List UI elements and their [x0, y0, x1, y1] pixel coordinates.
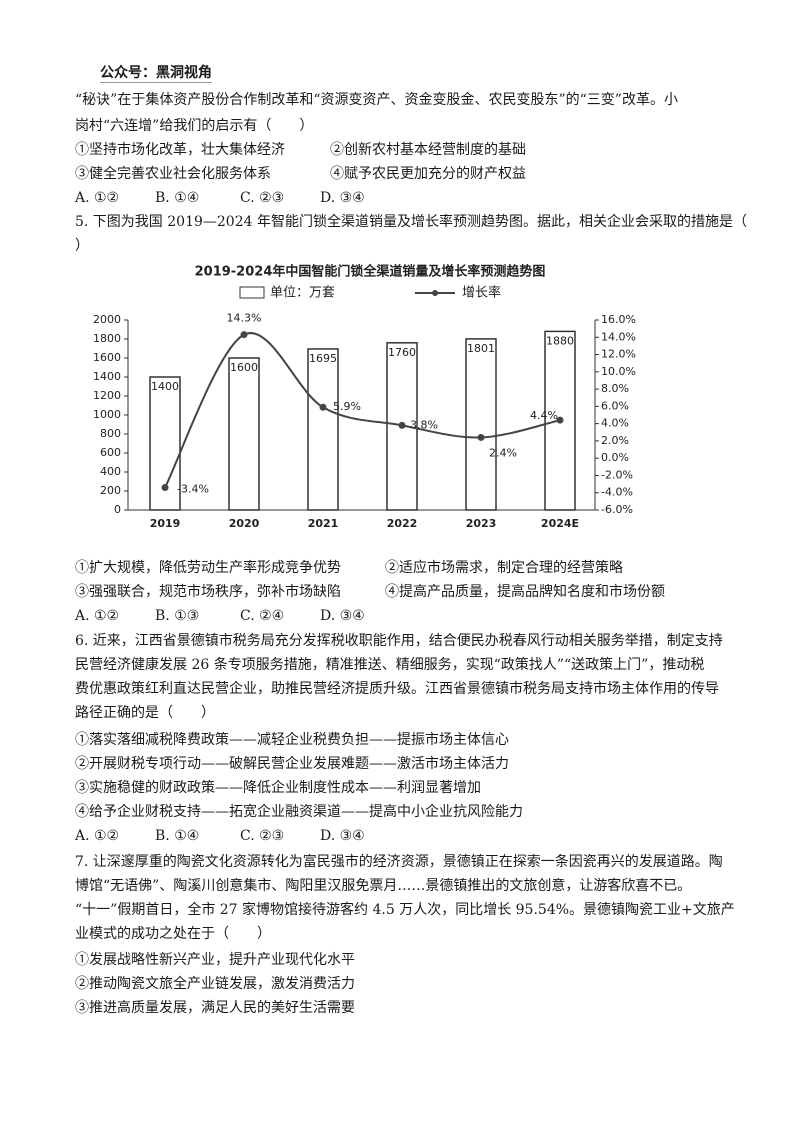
question-stem: 7. 让深邃厚重的陶瓷文化资源转化为富民强市的经济资源，景德镇正在探索一条因瓷再…	[75, 854, 723, 870]
bar	[307, 348, 339, 511]
line-label: 2.4%	[489, 446, 517, 459]
option: ①坚持市场化改革，壮大集体经济	[75, 142, 285, 158]
chart-title: 2019-2024年中国智能门锁全渠道销量及增长率预测趋势图	[195, 264, 546, 280]
y2-tick-label: -4.0%	[601, 486, 633, 499]
line	[164, 332, 561, 489]
option: ④赋予农民更加充分的财产权益	[330, 166, 526, 182]
line-label: 14.3%	[227, 312, 262, 325]
y-tick-label: 1000	[93, 408, 121, 421]
x-tick-label: 2019	[150, 517, 181, 530]
question-stem: ）	[75, 238, 89, 254]
option: ②适应市场需求，制定合理的经营策略	[385, 560, 623, 576]
option: ①扩大规模，降低劳动生产率形成竞争优势	[75, 560, 341, 576]
line-label: 4.4%	[530, 409, 558, 422]
y2-tick-label: 10.0%	[601, 365, 636, 378]
answer-choice: C. ②③	[240, 828, 285, 844]
legend-label: 增长率	[462, 285, 501, 301]
y2-tick-label: 16.0%	[601, 313, 636, 326]
option: ②开展财税专项行动——破解民营企业发展难题——激活市场主体活力	[75, 756, 509, 772]
bar	[228, 357, 260, 511]
answer-choice: D. ③④	[320, 190, 365, 206]
line-point	[240, 331, 248, 339]
answer-choice: D. ③④	[320, 608, 365, 624]
bar-label: 1880	[546, 334, 574, 347]
question-stem: 路径正确的是（ ）	[75, 705, 215, 721]
bar-label: 1400	[151, 380, 179, 393]
answer-choice: A. ①②	[75, 190, 120, 206]
y2-tick-label: 0.0%	[601, 451, 629, 464]
legend-label: 单位：万套	[270, 285, 335, 301]
x-tick-label: 2021	[308, 517, 339, 530]
y-tick-label: 1200	[93, 389, 121, 402]
option: ①落实落细减税降费政策——减轻企业税费负担——提振市场主体信心	[75, 732, 509, 748]
question-stem: “秘诀”在于集体资产股份合作制改革和“资源变资产、资金变股金、农民变股东”的“三…	[75, 92, 678, 108]
answer-choice: A. ①②	[75, 828, 120, 844]
line-label: 5.9%	[333, 400, 361, 413]
y-tick-label: 1800	[93, 332, 121, 345]
question-stem: “十一”假期首日，全市 27 家博物馆接待游客约 4.5 万人次，同比增长 95…	[75, 902, 735, 918]
question-stem: 岗村“六连增”给我们的启示有（ ）	[75, 118, 314, 134]
option: ③推进高质量发展，满足人民的美好生活需要	[75, 1000, 355, 1016]
answer-choice: B. ①④	[155, 828, 200, 844]
y-tick-label: 0	[114, 503, 121, 516]
x-tick-label: 2022	[387, 517, 418, 530]
y2-tick-label: 6.0%	[601, 399, 629, 412]
question-stem: 业模式的成功之处在于（ ）	[75, 926, 271, 942]
line-point	[161, 484, 169, 492]
answer-choice: D. ③④	[320, 828, 365, 844]
bar-label: 1695	[309, 352, 337, 365]
y2-tick-label: -6.0%	[601, 503, 633, 516]
y-tick-label: 1600	[93, 351, 121, 364]
y2-tick-label: 4.0%	[601, 417, 629, 430]
x-tick-label: 2024E	[541, 517, 579, 530]
option: ②推动陶瓷文旅全产业链发展，激发消费活力	[75, 976, 355, 992]
answer-choice: C. ②④	[240, 608, 285, 624]
x-tick-label: 2020	[229, 517, 260, 530]
legend-swatch	[239, 286, 265, 299]
bar-label: 1600	[230, 361, 258, 374]
y2-tick-label: -2.0%	[601, 468, 633, 481]
question-stem: 民营经济健康发展 26 条专项服务措施，精准推送、精细服务，实现“政策找人”“送…	[75, 657, 705, 673]
bar	[465, 338, 497, 511]
y2-tick-label: 2.0%	[601, 434, 629, 447]
option: ④提高产品质量，提高品牌知名度和市场份额	[385, 584, 665, 600]
option: ③健全完善农业社会化服务体系	[75, 166, 271, 182]
answer-choice: A. ①②	[75, 608, 120, 624]
y-tick-label: 2000	[93, 313, 121, 326]
line-point	[556, 416, 564, 424]
line-label: -3.4%	[177, 483, 209, 496]
line-label: 3.8%	[410, 418, 438, 431]
header-label: 公众号：黑洞视角	[100, 62, 212, 83]
option: ②创新农村基本经营制度的基础	[330, 142, 526, 158]
y-tick-label: 200	[100, 484, 121, 497]
y2-tick-label: 14.0%	[601, 330, 636, 343]
answer-choice: C. ②③	[240, 190, 285, 206]
option: ①发展战略性新兴产业，提升产业现代化水平	[75, 952, 355, 968]
y-tick-label: 800	[100, 427, 121, 440]
chart: 2019-2024年中国智能门锁全渠道销量及增长率预测趋势图 0 200 400 60…	[93, 264, 636, 531]
y2-tick-label: 12.0%	[601, 348, 636, 361]
option: ③实施稳健的财政政策——降低企业制度性成本——利润显著增加	[75, 780, 481, 796]
question-stem: 5. 下图为我国 2019—2024 年智能门锁全渠道销量及增长率预测趋势图。据…	[75, 214, 747, 230]
option: ④给予企业财税支持——拓宽企业融资渠道——提高中小企业抗风险能力	[75, 804, 523, 820]
bar-label: 1760	[388, 346, 416, 359]
line-point	[398, 421, 406, 429]
answer-choice: B. ①③	[155, 608, 200, 624]
bar-label: 1801	[467, 342, 495, 355]
question-stem: 博馆“无语佛”、陶溪川创意集市、陶阳里汉服免票月……景德镇推出的文旅创意，让游客…	[75, 878, 692, 894]
y-tick-label: 600	[100, 446, 121, 459]
line-point	[477, 433, 485, 441]
question-stem: 费优惠政策红利直达民营企业，助推民营经济提质升级。江西省景德镇市税务局支持市场主…	[75, 681, 719, 697]
answer-choice: B. ①④	[155, 190, 200, 206]
y-tick-label: 400	[100, 465, 121, 478]
x-tick-label: 2023	[466, 517, 497, 530]
legend-swatch	[432, 290, 438, 296]
y2-tick-label: 8.0%	[601, 382, 629, 395]
line-point	[319, 403, 327, 411]
question-stem: 6. 近来，江西省景德镇市税务局充分发挥税收职能作用，结合便民办税春风行动相关服…	[75, 633, 723, 649]
option: ③强强联合，规范市场秩序，弥补市场缺陷	[75, 584, 341, 600]
y-tick-label: 1400	[93, 370, 121, 383]
